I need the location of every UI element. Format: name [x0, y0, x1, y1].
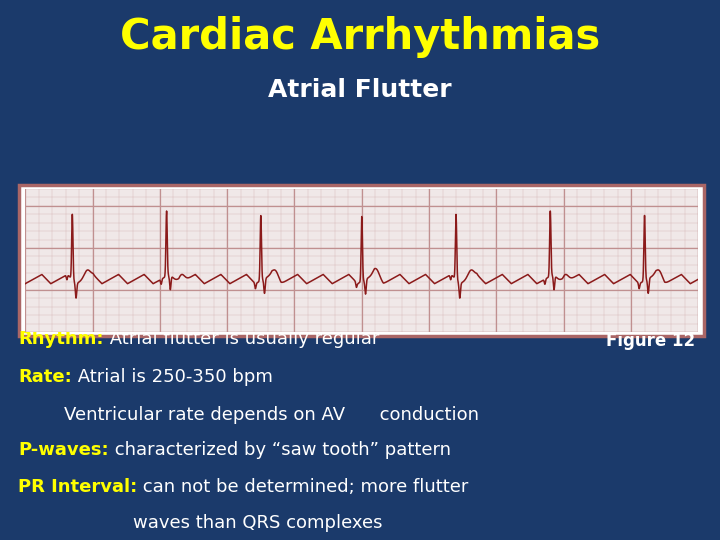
Text: characterized by “saw tooth” pattern: characterized by “saw tooth” pattern — [109, 441, 451, 459]
Text: Rate:: Rate: — [18, 368, 72, 386]
Text: Atrial Flutter: Atrial Flutter — [268, 78, 452, 102]
Text: Rhythm:: Rhythm: — [18, 330, 104, 348]
Text: Figure 12: Figure 12 — [606, 332, 695, 350]
Text: P-waves:: P-waves: — [18, 441, 109, 459]
Text: PR Interval:: PR Interval: — [18, 478, 138, 496]
Text: Atrial is 250-350 bpm: Atrial is 250-350 bpm — [72, 368, 273, 386]
Text: waves than QRS complexes: waves than QRS complexes — [18, 514, 382, 532]
Text: Ventricular rate depends on AV      conduction: Ventricular rate depends on AV conductio… — [18, 406, 479, 424]
Text: Cardiac Arrhythmias: Cardiac Arrhythmias — [120, 16, 600, 58]
FancyBboxPatch shape — [19, 185, 704, 336]
Text: can not be determined; more flutter: can not be determined; more flutter — [138, 478, 469, 496]
Text: Atrial flutter is usually regular: Atrial flutter is usually regular — [104, 330, 379, 348]
